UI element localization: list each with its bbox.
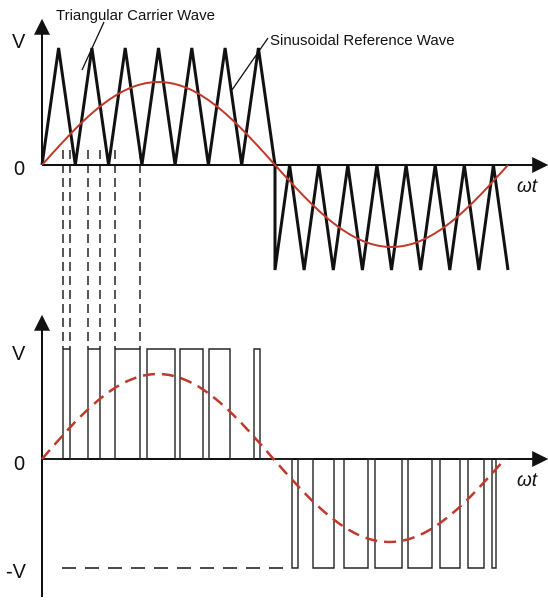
top-wt-label: ωt — [517, 176, 538, 197]
bottom-wt-label: ωt — [517, 470, 538, 491]
top-zero-label: 0 — [14, 158, 25, 180]
bottom-plot: V 0 -V ωt — [6, 314, 548, 597]
bottom-zero-label: 0 — [14, 453, 25, 475]
carrier-wave-label: Triangular Carrier Wave — [56, 7, 215, 24]
bottom-neg-v-label: -V — [6, 561, 27, 583]
top-plot: Triangular Carrier Wave Sinusoidal Refer… — [12, 7, 548, 271]
top-v-label: V — [12, 31, 26, 53]
sinusoidal-reference-wave — [41, 80, 509, 249]
triangular-carrier-wave — [40, 47, 510, 271]
carrier-callout-line — [81, 21, 105, 71]
reference-wave-label: Sinusoidal Reference Wave — [270, 32, 455, 49]
spwm-pulse-output — [42, 348, 508, 569]
intersection-projection-lines — [62, 150, 141, 349]
reference-callout-line — [231, 37, 269, 91]
bottom-v-label: V — [12, 343, 26, 365]
fundamental-output-wave — [41, 372, 506, 544]
